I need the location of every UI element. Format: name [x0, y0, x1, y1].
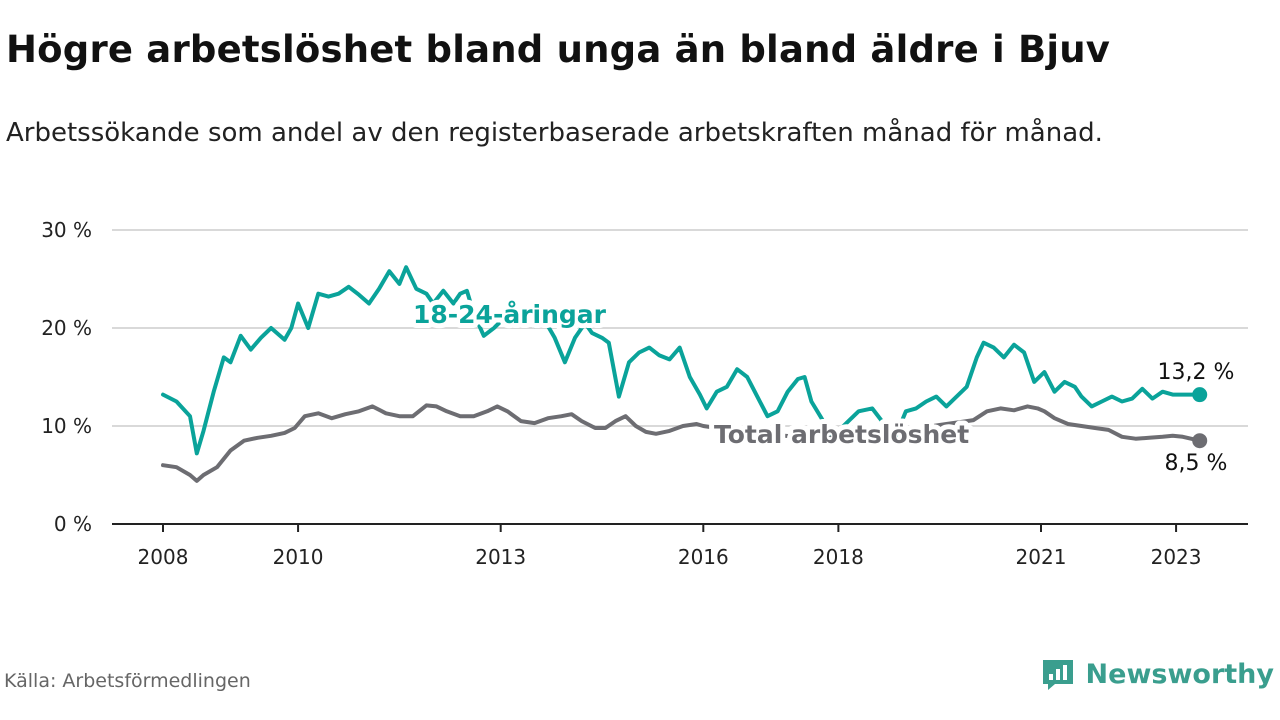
x-tick-label: 2008 — [138, 545, 189, 569]
y-tick-label: 20 % — [41, 316, 92, 340]
x-tick-label: 2010 — [273, 545, 324, 569]
chart-title: Högre arbetslöshet bland unga än bland ä… — [6, 28, 1111, 71]
x-tick-label: 2021 — [1016, 545, 1067, 569]
series-lines — [161, 265, 1208, 483]
x-tick-label: 2016 — [678, 545, 729, 569]
brand-name: Newsworthy — [1085, 658, 1274, 690]
grid-lines — [112, 229, 1248, 427]
series-label-youth: 18-24-åringar — [413, 300, 607, 329]
series-end-dot — [1192, 433, 1208, 449]
x-tick-label: 2013 — [475, 545, 526, 569]
line-chart: 0 % 10 % 20 % 30 % 2008 2010 2013 2016 2018 2021 2… — [41, 218, 1248, 569]
chart-subtitle: Arbetssökande som andel av den registerb… — [6, 118, 1103, 148]
x-tick-label: 2018 — [813, 545, 864, 569]
y-tick-label: 30 % — [41, 218, 92, 242]
brand-logo: Newsworthy — [1040, 654, 1274, 694]
newsworthy-logo-icon — [1042, 660, 1073, 690]
series-labels: 18-24-åringar Total arbetslöshet 13,2 % 8,5… — [408, 295, 1237, 479]
end-label-total: 8,5 % — [1165, 451, 1228, 476]
y-tick-label: 10 % — [41, 414, 92, 438]
series-line-total — [161, 403, 1202, 483]
end-label-youth: 13,2 % — [1158, 360, 1235, 385]
axes: 0 % 10 % 20 % 30 % 2008 2010 2013 2016 2018 2021 2… — [41, 218, 1248, 569]
series-label-total: Total arbetslöshet — [714, 420, 969, 449]
source-note: Källa: Arbetsförmedlingen — [4, 670, 251, 692]
y-tick-label: 0 % — [54, 512, 92, 536]
series-line-youth — [161, 265, 1202, 456]
x-tick-label: 2023 — [1151, 545, 1202, 569]
series-end-dot — [1192, 387, 1208, 403]
